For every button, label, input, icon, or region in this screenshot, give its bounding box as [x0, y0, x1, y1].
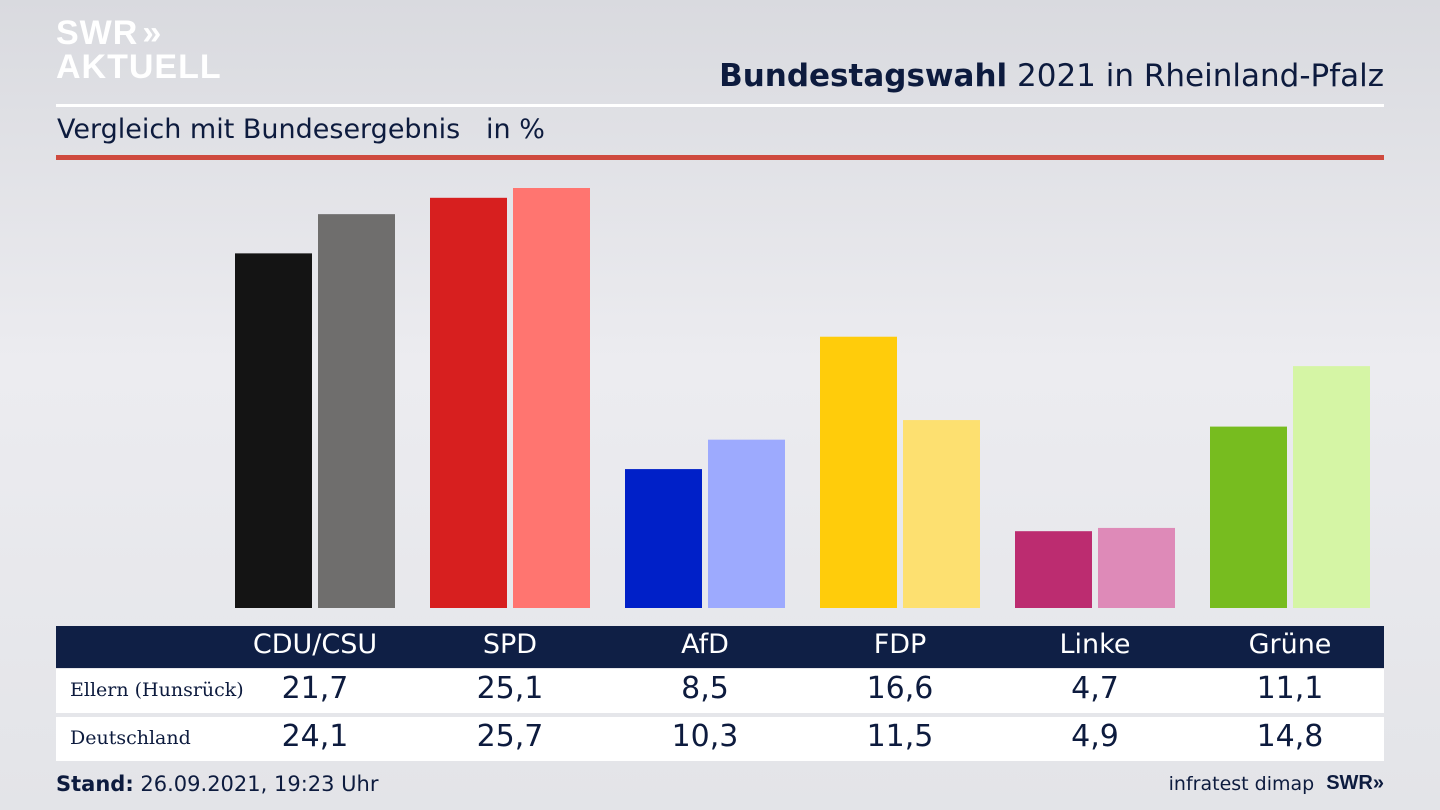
- bar-fdp-deutschland: [903, 420, 980, 608]
- bar-linke-ellern: [1015, 531, 1092, 608]
- category-label-cdu-csu: CDU/CSU: [252, 629, 378, 660]
- value-spd-ellern: 25,1: [476, 671, 544, 706]
- category-label-fdp: FDP: [873, 629, 927, 660]
- source-credit: infratest dimap SWR»: [1169, 772, 1384, 795]
- category-label-afd: AfD: [681, 629, 729, 660]
- value-cdu-csu-deutschland: 24,1: [281, 719, 349, 754]
- page-title: Bundestagswahl 2021 in Rheinland-Pfalz: [719, 58, 1384, 94]
- bar-afd-deutschland: [708, 439, 785, 608]
- row-label-deutschland: Deutschland: [70, 727, 191, 749]
- subtitle-text: Vergleich mit Bundesergebnis: [57, 114, 461, 145]
- category-label-linke: Linke: [1059, 629, 1131, 660]
- value-linke-ellern: 4,7: [1071, 671, 1119, 706]
- title-bold: Bundestagswahl: [719, 58, 1008, 94]
- bar-fdp-ellern: [820, 336, 897, 608]
- accent-divider: [56, 155, 1384, 160]
- bar-spd-ellern: [430, 197, 507, 608]
- row-label-ellern: Ellern (Hunsrück): [70, 679, 244, 701]
- swr-aktuell-logo: SWR» AKTUELL: [56, 16, 222, 84]
- timestamp: Stand: 26.09.2021, 19:23 Uhr: [56, 772, 379, 796]
- logo-aktuell-text: AKTUELL: [56, 48, 222, 86]
- swr-footer-logo: SWR»: [1326, 772, 1384, 794]
- chevron-right-icon: »: [142, 14, 163, 52]
- category-label-gr-ne: Grüne: [1248, 629, 1332, 660]
- source-text: infratest dimap: [1168, 772, 1315, 795]
- value-gr-ne-deutschland: 14,8: [1256, 719, 1324, 754]
- value-spd-deutschland: 25,7: [476, 719, 544, 754]
- value-fdp-ellern: 16,6: [866, 671, 934, 706]
- value-afd-ellern: 8,5: [681, 671, 729, 706]
- table-row-ellern: Ellern (Hunsrück) 21,7 25,1 8,5 16,6 4,7 11,1: [56, 669, 1384, 713]
- table-row-deutschland: Deutschland 24,1 25,7 10,3 11,5 4,9 14,8: [56, 717, 1384, 761]
- header-divider: [56, 104, 1384, 107]
- logo-swr-text: SWR: [56, 14, 139, 52]
- category-label-spd: SPD: [482, 629, 538, 660]
- bar-spd-deutschland: [513, 188, 590, 608]
- value-cdu-csu-ellern: 21,7: [281, 671, 349, 706]
- value-gr-ne-ellern: 11,1: [1256, 671, 1324, 706]
- unit-label: in %: [486, 114, 545, 145]
- stand-label: Stand:: [56, 772, 134, 796]
- bar-linke-deutschland: [1098, 527, 1175, 608]
- bar-cdu-csu-ellern: [235, 253, 312, 609]
- title-rest: 2021 in Rheinland-Pfalz: [1007, 58, 1384, 94]
- party-header-row: CDU/CSU SPD AfD FDP Linke Grüne: [56, 626, 1384, 668]
- bar-gr-ne-ellern: [1210, 426, 1287, 608]
- bar-cdu-csu-deutschland: [318, 214, 395, 608]
- value-linke-deutschland: 4,9: [1071, 719, 1119, 754]
- value-afd-deutschland: 10,3: [671, 719, 739, 754]
- bar-gr-ne-deutschland: [1293, 366, 1370, 608]
- value-fdp-deutschland: 11,5: [866, 719, 934, 754]
- bar-afd-ellern: [625, 469, 702, 608]
- chart-subtitle: Vergleich mit Bundesergebnis in %: [57, 114, 545, 145]
- stand-value: 26.09.2021, 19:23 Uhr: [133, 772, 379, 796]
